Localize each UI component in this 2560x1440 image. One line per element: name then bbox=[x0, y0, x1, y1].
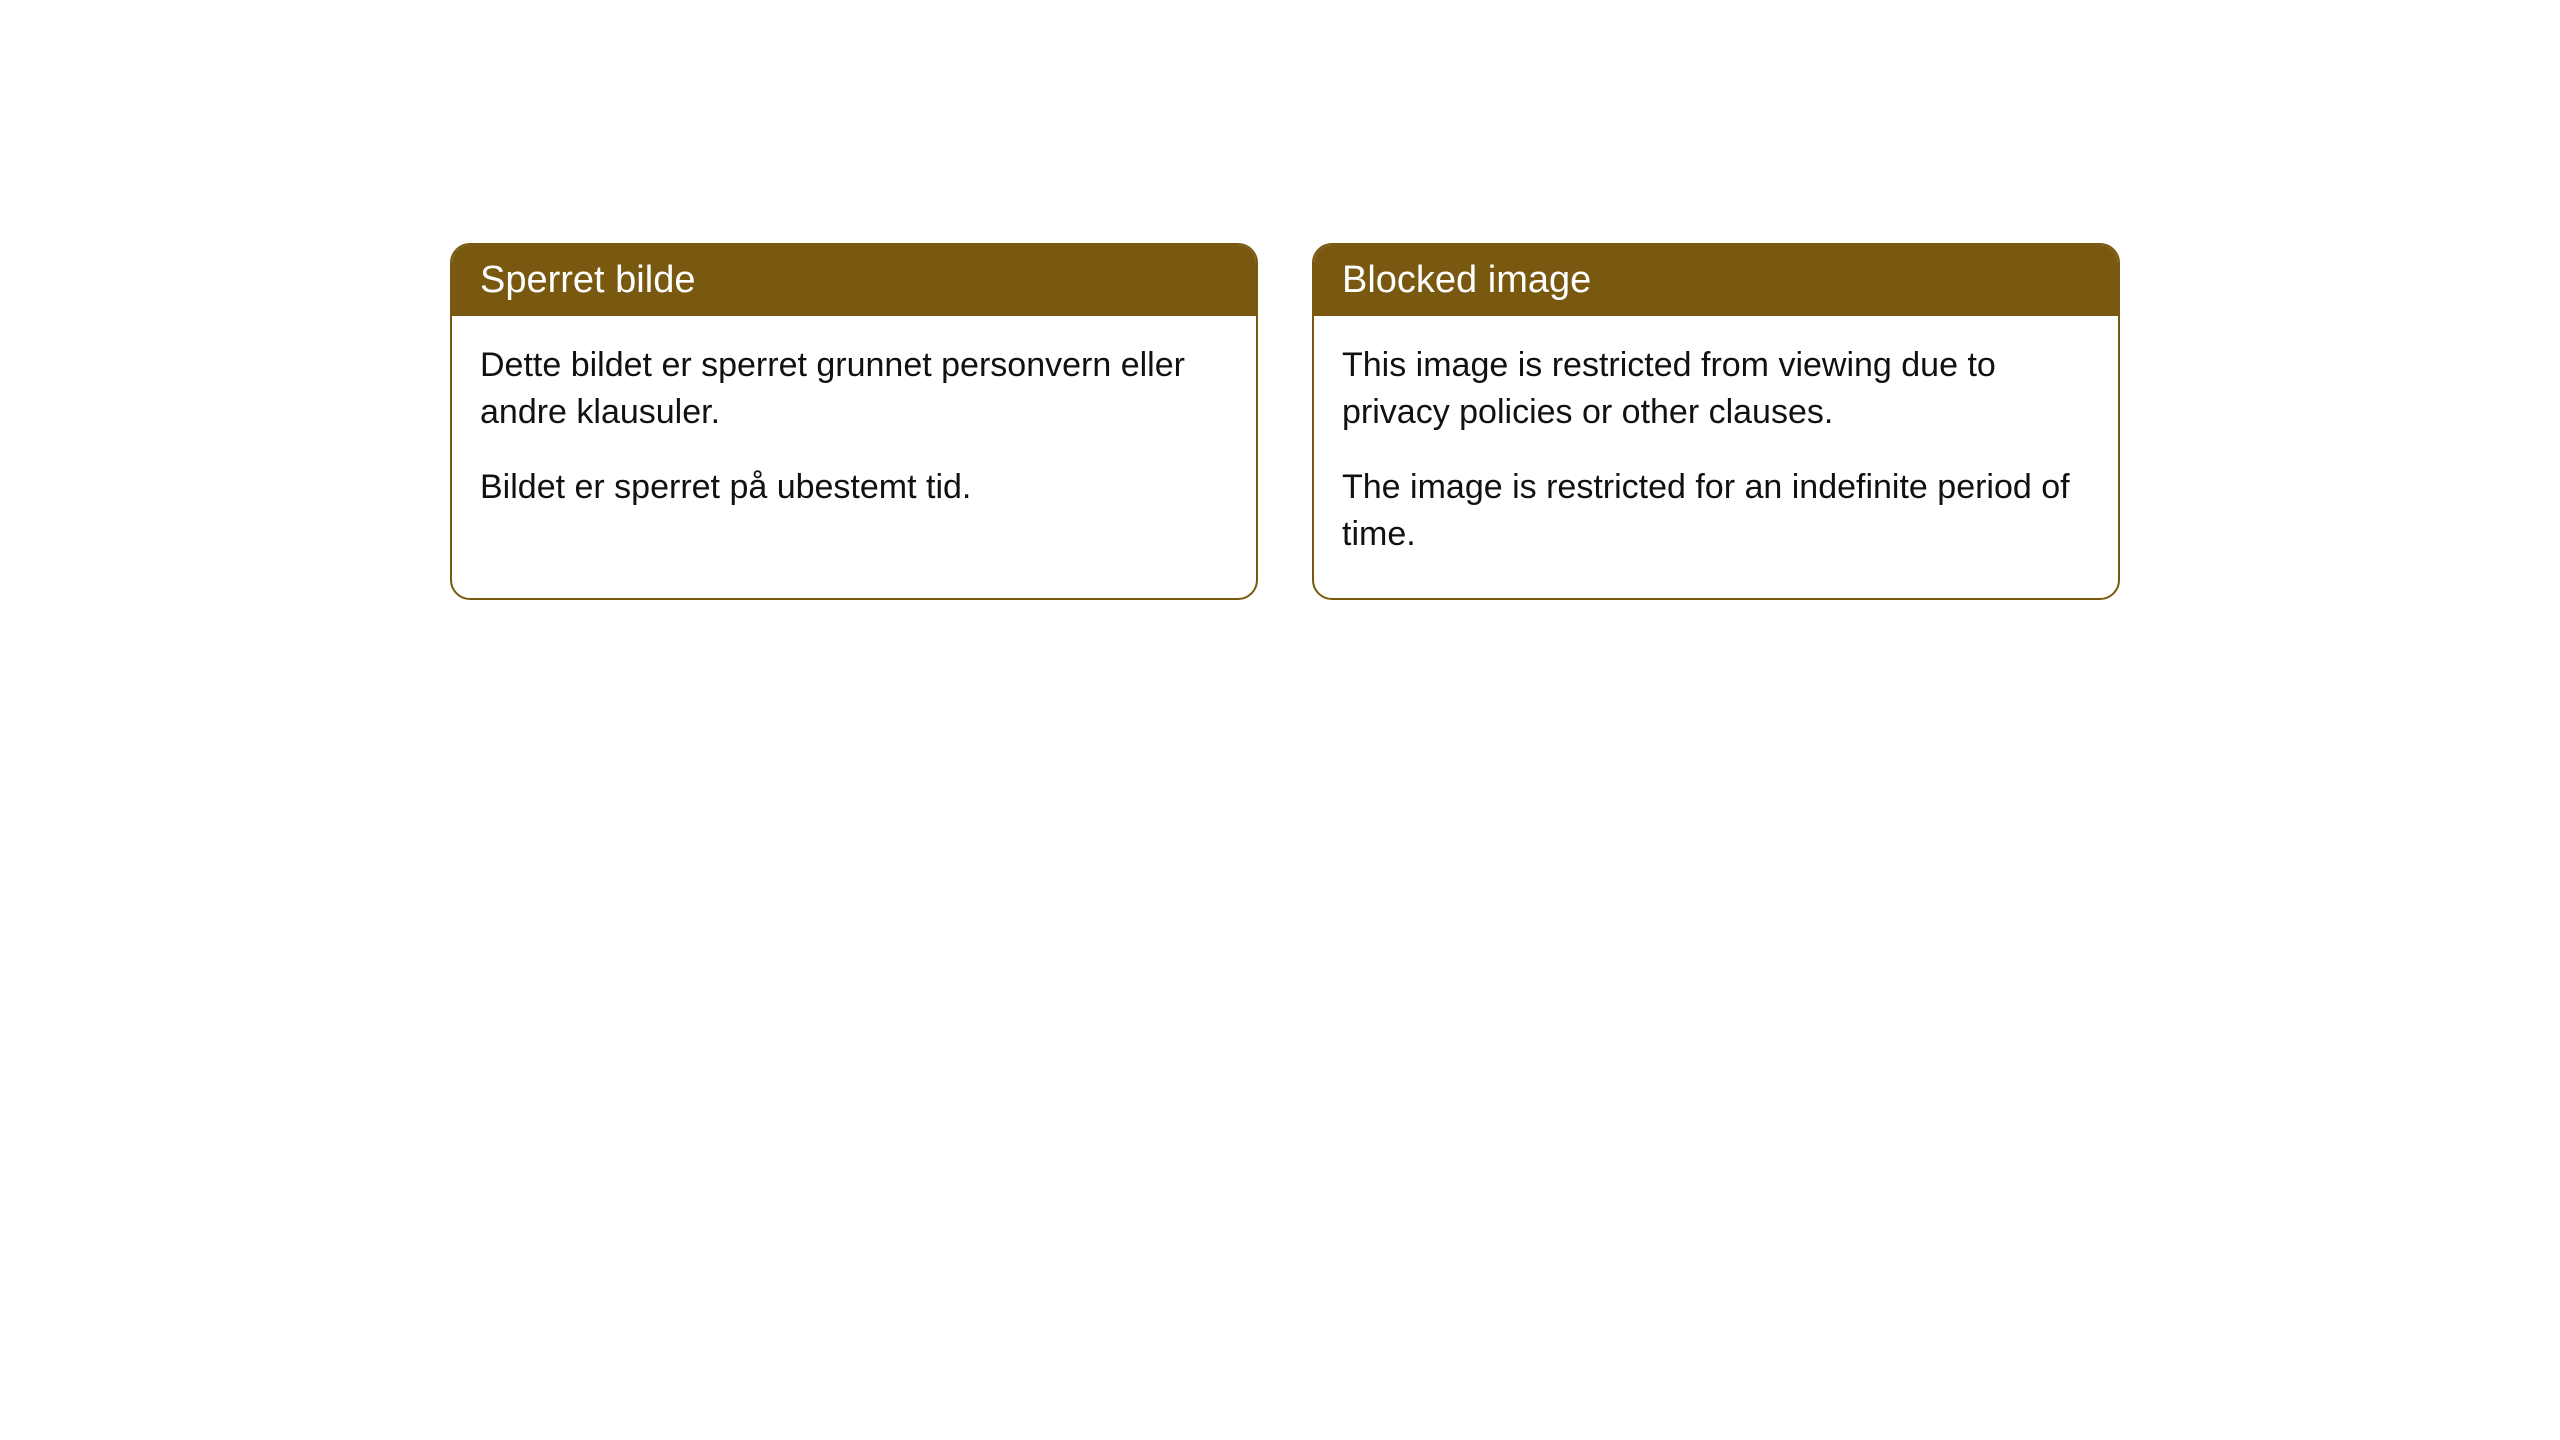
notice-cards-container: Sperret bilde Dette bildet er sperret gr… bbox=[450, 243, 2120, 600]
card-paragraph: This image is restricted from viewing du… bbox=[1342, 342, 2090, 436]
card-title: Blocked image bbox=[1342, 259, 1591, 301]
card-paragraph: Dette bildet er sperret grunnet personve… bbox=[480, 342, 1228, 436]
card-title: Sperret bilde bbox=[480, 259, 695, 301]
card-paragraph: Bildet er sperret på ubestemt tid. bbox=[480, 464, 1228, 511]
notice-card-english: Blocked image This image is restricted f… bbox=[1312, 243, 2120, 600]
card-header: Sperret bilde bbox=[452, 245, 1256, 316]
card-paragraph: The image is restricted for an indefinit… bbox=[1342, 464, 2090, 558]
notice-card-norwegian: Sperret bilde Dette bildet er sperret gr… bbox=[450, 243, 1258, 600]
card-header: Blocked image bbox=[1314, 245, 2118, 316]
card-body: This image is restricted from viewing du… bbox=[1314, 316, 2118, 598]
card-body: Dette bildet er sperret grunnet personve… bbox=[452, 316, 1256, 551]
